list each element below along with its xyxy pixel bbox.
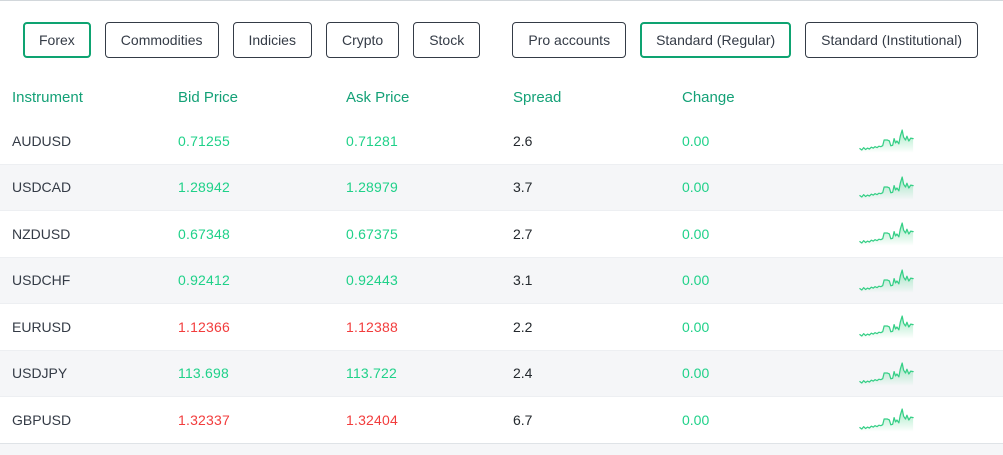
tab-standard-regular[interactable]: Standard (Regular)	[640, 21, 792, 58]
instrument-symbol: EURUSD	[12, 318, 72, 335]
spread-value: 6.7	[513, 411, 533, 428]
table-row[interactable]: USDCHF 0.92412 0.92443 3.1 0.00	[0, 257, 1003, 304]
spread-value: 2.6	[513, 132, 533, 149]
ask-price: 0.92443	[346, 272, 399, 289]
tab-crypto[interactable]: Crypto	[325, 21, 400, 58]
change-value: 0.00	[682, 132, 710, 149]
quotes-table-body: AUDUSD 0.71255 0.71281 2.6 0.00 USDCAD 1…	[0, 118, 1003, 444]
bid-price: 0.67348	[178, 225, 231, 242]
table-row[interactable]: USDCAD 1.28942 1.28979 3.7 0.00	[0, 164, 1003, 211]
column-header-ask-price: Ask Price	[346, 89, 410, 106]
price-trend-sparkline	[845, 360, 1003, 387]
instrument-category-tabs: Forex Commodities Indicies Crypto Stock	[23, 21, 481, 58]
column-header-instrument: Instrument	[12, 89, 83, 106]
instrument-symbol: AUDUSD	[12, 132, 72, 149]
bid-price: 1.12366	[178, 318, 231, 335]
column-header-change: Change	[682, 89, 735, 106]
tab-commodities[interactable]: Commodities	[104, 21, 219, 58]
instrument-symbol: USDCAD	[12, 179, 72, 196]
price-trend-sparkline	[845, 313, 1003, 340]
tab-pro-accounts[interactable]: Pro accounts	[512, 21, 627, 58]
change-value: 0.00	[682, 318, 710, 335]
instrument-symbol: USDCHF	[12, 272, 71, 289]
spread-value: 2.4	[513, 365, 533, 382]
instrument-symbol: USDJPY	[12, 365, 68, 382]
ask-price: 0.71281	[346, 132, 399, 149]
price-trend-sparkline	[845, 406, 1003, 433]
spread-value: 3.7	[513, 179, 533, 196]
quotes-table-header: Instrument Bid Price Ask Price Spread Ch…	[0, 77, 1003, 118]
table-row[interactable]: EURUSD 1.12366 1.12388 2.2 0.00	[0, 304, 1003, 351]
column-header-spread: Spread	[513, 89, 562, 106]
tab-standard-institutional[interactable]: Standard (Institutional)	[805, 21, 978, 58]
tab-forex[interactable]: Forex	[23, 21, 91, 58]
next-row-partial	[0, 443, 1003, 455]
ask-price: 1.32404	[346, 411, 399, 428]
change-value: 0.00	[682, 225, 710, 242]
spread-value: 3.1	[513, 272, 533, 289]
filters-bar: Forex Commodities Indicies Crypto Stock …	[0, 1, 1003, 77]
ask-price: 1.12388	[346, 318, 399, 335]
ask-price: 1.28979	[346, 179, 399, 196]
account-type-tabs: Pro accounts Standard (Regular) Standard…	[512, 21, 978, 58]
spread-value: 2.7	[513, 225, 533, 242]
change-value: 0.00	[682, 272, 710, 289]
price-trend-sparkline	[845, 127, 1003, 154]
change-value: 0.00	[682, 179, 710, 196]
change-value: 0.00	[682, 365, 710, 382]
table-row[interactable]: AUDUSD 0.71255 0.71281 2.6 0.00	[0, 118, 1003, 165]
table-row[interactable]: NZDUSD 0.67348 0.67375 2.7 0.00	[0, 211, 1003, 258]
instrument-symbol: GBPUSD	[12, 411, 72, 428]
instrument-symbol: NZDUSD	[12, 225, 71, 242]
bid-price: 1.28942	[178, 179, 231, 196]
bid-price: 113.698	[178, 365, 229, 382]
bid-price: 0.92412	[178, 272, 231, 289]
bid-price: 1.32337	[178, 411, 231, 428]
price-trend-sparkline	[845, 267, 1003, 294]
bid-price: 0.71255	[178, 132, 231, 149]
spread-value: 2.2	[513, 318, 533, 335]
ask-price: 113.722	[346, 365, 397, 382]
price-trend-sparkline	[845, 220, 1003, 247]
change-value: 0.00	[682, 411, 710, 428]
column-header-bid-price: Bid Price	[178, 89, 239, 106]
table-row[interactable]: GBPUSD 1.32337 1.32404 6.7 0.00	[0, 397, 1003, 444]
table-row[interactable]: USDJPY 113.698 113.722 2.4 0.00	[0, 350, 1003, 397]
tab-indicies[interactable]: Indicies	[232, 21, 312, 58]
tab-stock[interactable]: Stock	[413, 21, 481, 58]
price-trend-sparkline	[845, 174, 1003, 201]
ask-price: 0.67375	[346, 225, 399, 242]
